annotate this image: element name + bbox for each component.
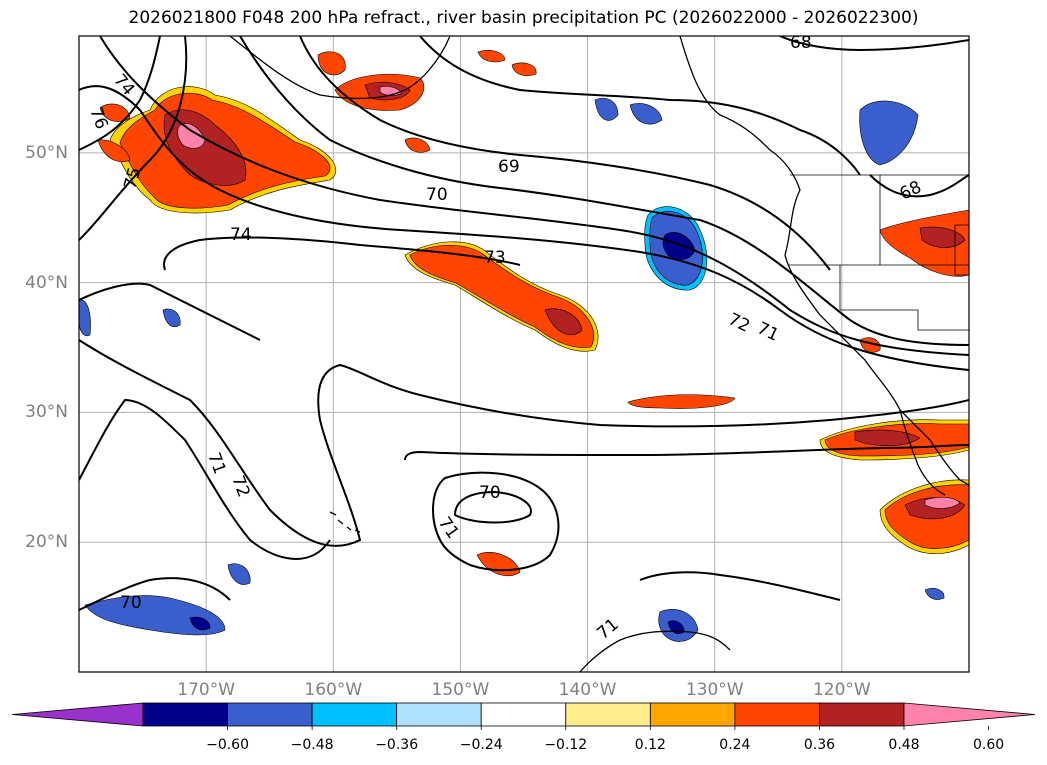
precip-blob [662, 231, 696, 260]
latitude-tick-label: 30°N [25, 402, 68, 423]
colorbar-tick-label: −0.48 [290, 737, 334, 753]
precip-blob [924, 588, 945, 600]
precip-blob [627, 394, 736, 409]
precip-blob [629, 103, 663, 125]
colorbar-bin [227, 702, 313, 727]
contour-label: 68 [790, 33, 812, 53]
precip-blob [177, 123, 206, 149]
colorbar-bin [480, 702, 567, 727]
colorbar-bin [649, 702, 736, 727]
colorbar-bin [396, 702, 482, 727]
colorbar-tick-label: −0.36 [375, 737, 419, 753]
colorbar-bin [142, 702, 228, 727]
precip-blob [924, 496, 961, 509]
contour-label: 70 [426, 185, 448, 205]
precip-blob [511, 62, 537, 76]
precip-negative-regions [79, 97, 945, 642]
refractivity-contours [79, 36, 969, 611]
longitude-tick-label: 140°W [558, 680, 617, 700]
longitude-tick-label: 150°W [431, 680, 490, 700]
longitude-tick-label: 120°W [812, 680, 871, 700]
colorbar-tick-label: −0.24 [459, 737, 503, 753]
longitude-tick-label: 170°W [177, 680, 236, 700]
colorbar-tick-label: −0.60 [206, 737, 249, 753]
southern-land-coastline [579, 630, 731, 672]
precip-blob [594, 97, 619, 121]
precip-blob [859, 100, 919, 166]
precip-blob [477, 50, 506, 63]
state-borders [788, 174, 969, 331]
precip-blob [162, 308, 181, 328]
precip-blob [854, 429, 921, 447]
colorbar-extend-low [11, 702, 144, 727]
colorbar-bin [819, 702, 905, 727]
hawaii-islands [329, 511, 361, 533]
precip-blob [317, 51, 346, 76]
map-frame [78, 35, 970, 673]
colorbar-bin [311, 702, 398, 727]
precip-blob [84, 595, 226, 636]
colorbar-extend-high [903, 702, 1036, 727]
precip-blob [919, 226, 966, 248]
precip-blob [879, 209, 969, 277]
precip-blob [404, 137, 431, 153]
colorbar-tick-label: 0.24 [719, 737, 751, 753]
contour-label: 69 [498, 157, 520, 177]
precip-blob [99, 103, 131, 122]
colorbar-tick-label: 0.60 [972, 737, 1005, 753]
colorbar-tick-label: 0.12 [634, 737, 666, 753]
latitude-tick-label: 20°N [25, 532, 68, 553]
latitude-tick-label: 40°N [25, 272, 68, 293]
longitude-tick-label: 130°W [685, 680, 744, 700]
alaska-coastline [229, 36, 451, 100]
precip-blob [97, 139, 131, 163]
contour-label: 70 [120, 593, 142, 613]
colorbar [11, 702, 1036, 730]
precip-blob [227, 563, 251, 585]
north-america-coastline [679, 36, 969, 486]
colorbar-bin [734, 702, 820, 727]
contour-label: 73 [484, 248, 506, 268]
map-title: 2026021800 F048 200 hPa refract., river … [128, 8, 919, 28]
colorbar-bin [565, 702, 651, 727]
contour-label: 74 [230, 225, 252, 245]
coastlines [229, 36, 969, 672]
latitude-tick-label: 50°N [25, 142, 68, 163]
colorbar-tick-label: 0.36 [803, 737, 836, 753]
precip-blob [544, 308, 583, 335]
colorbar-tick-label: −0.12 [544, 737, 588, 753]
precip-blob [189, 616, 211, 631]
longitude-tick-label: 160°W [304, 680, 363, 700]
contour-label: 70 [479, 483, 501, 503]
colorbar-tick-label: 0.48 [888, 737, 920, 753]
baja-coastline [899, 409, 946, 496]
